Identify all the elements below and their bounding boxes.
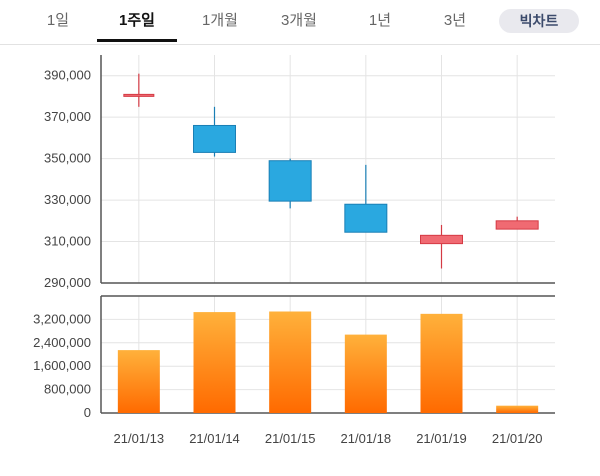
date-axis: 21/01/13 21/01/14 21/01/15 21/01/18 21/01/19… bbox=[114, 431, 543, 446]
candle-body bbox=[344, 203, 388, 233]
date-tick-label: 21/01/15 bbox=[265, 431, 316, 446]
candle-body bbox=[268, 160, 312, 202]
price-panel: 390,000 370,000 350,000 330,000 310,000 290,0… bbox=[44, 55, 555, 290]
tab-3-months[interactable]: 3개월 bbox=[281, 12, 317, 29]
volume-bar bbox=[420, 313, 463, 413]
price-tick-label: 310,000 bbox=[44, 234, 91, 249]
date-tick-label: 21/01/19 bbox=[416, 431, 467, 446]
price-tick-label: 290,000 bbox=[44, 275, 91, 290]
volume-bar bbox=[193, 312, 236, 413]
price-tick-label: 370,000 bbox=[44, 109, 91, 124]
period-tab-bar: 1일 1주일 1개월 3개월 1년 3년 빅차트 bbox=[0, 0, 600, 45]
volume-tick-label: 800,000 bbox=[44, 382, 91, 397]
tab-1-year[interactable]: 1년 bbox=[368, 12, 392, 29]
tab-1-week[interactable]: 1주일 bbox=[97, 0, 177, 42]
date-tick-label: 21/01/14 bbox=[189, 431, 240, 446]
volume-tick-label: 1,600,000 bbox=[33, 358, 91, 373]
volume-bar bbox=[117, 350, 160, 413]
volume-bar bbox=[269, 311, 312, 413]
tab-1-day[interactable]: 1일 bbox=[46, 12, 70, 29]
volume-bar bbox=[344, 334, 387, 413]
big-chart-button[interactable]: 빅차트 bbox=[499, 9, 579, 33]
candle-body bbox=[123, 93, 155, 97]
price-tick-label: 330,000 bbox=[44, 192, 91, 207]
volume-panel: 3,200,000 2,400,000 1,600,000 800,000 0 bbox=[33, 295, 555, 420]
tab-3-years[interactable]: 3년 bbox=[443, 12, 467, 29]
volume-tick-label: 3,200,000 bbox=[33, 311, 91, 326]
date-tick-label: 21/01/13 bbox=[114, 431, 165, 446]
tab-1-month[interactable]: 1개월 bbox=[202, 12, 238, 29]
volume-tick-label: 0 bbox=[84, 405, 91, 420]
candle-body bbox=[193, 124, 236, 153]
candle-body bbox=[420, 234, 463, 245]
date-tick-label: 21/01/18 bbox=[341, 431, 392, 446]
candle-body bbox=[495, 220, 539, 230]
volume-bar bbox=[496, 405, 539, 413]
price-tick-label: 390,000 bbox=[44, 68, 91, 83]
volume-tick-label: 2,400,000 bbox=[33, 335, 91, 350]
date-tick-label: 21/01/20 bbox=[492, 431, 543, 446]
price-tick-label: 350,000 bbox=[44, 151, 91, 166]
